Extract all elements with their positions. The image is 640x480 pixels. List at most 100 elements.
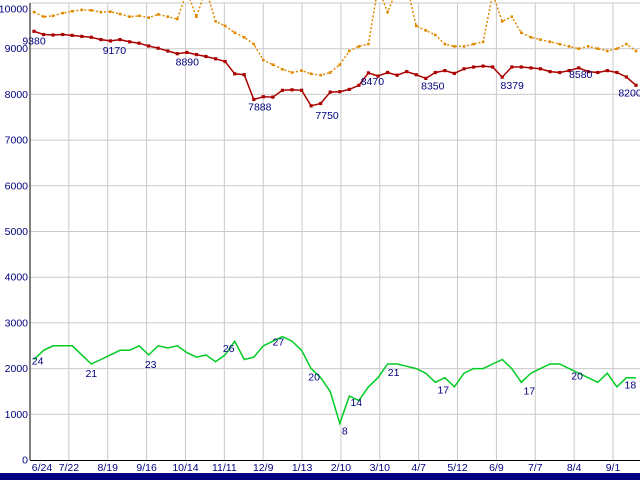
data-point-marker [309,72,313,76]
data-point-marker [223,59,227,64]
data-point-marker [539,38,542,41]
data-point-label: 21 [388,367,400,379]
data-point-marker [567,45,571,48]
data-point-marker [261,95,265,99]
data-point-marker [118,38,122,42]
data-point-marker [242,73,246,77]
data-point-marker [472,42,475,46]
data-point-marker [386,10,389,14]
data-point-marker [462,45,466,48]
data-point-label: 20 [571,371,583,383]
data-point-marker [51,33,55,37]
upper-dashed-line-path [33,0,637,76]
data-point-marker [414,73,418,77]
data-point-marker [424,29,428,32]
data-point-label: 24 [32,355,44,367]
y-axis-label: 6000 [5,180,29,192]
y-axis-label: 2000 [5,363,29,375]
data-point-marker [70,9,74,13]
data-point-marker [271,63,275,66]
data-point-marker [61,32,65,37]
x-axis-label: 6/9 [489,462,504,474]
data-point-label: 18 [625,380,637,392]
data-point-marker [281,68,284,71]
y-axis-label: 9000 [5,43,29,55]
data-point-marker [625,42,628,46]
y-axis-label: 3000 [5,317,29,329]
main-line-group [32,29,638,108]
data-point-marker [233,31,236,34]
data-point-marker [520,31,523,34]
x-axis-label: 4/7 [411,462,426,474]
data-point-marker [567,69,571,73]
data-point-marker [108,39,112,43]
data-point-marker [558,70,562,75]
data-point-marker [262,58,265,62]
data-point-marker [166,15,170,18]
data-point-marker [529,66,533,70]
data-point-marker [223,24,227,28]
data-point-marker [309,104,313,108]
x-axis-label: 8/19 [98,462,119,474]
data-point-marker [147,16,150,19]
data-point-label: 23 [145,359,157,371]
data-point-marker [290,88,294,92]
x-axis-label: 6/24 [32,462,53,474]
data-point-marker [195,15,198,18]
data-point-marker [252,97,256,102]
data-point-label: 9380 [22,35,46,47]
data-point-marker [347,87,351,91]
data-point-marker [99,10,103,14]
data-point-marker [615,70,619,75]
data-point-marker [491,65,495,69]
data-point-marker [453,45,456,48]
data-point-marker [137,41,141,45]
data-point-marker [481,64,485,68]
data-point-marker [338,63,342,66]
data-point-marker [606,49,609,53]
data-point-marker [434,33,437,37]
data-point-marker [624,75,628,79]
lower-line-path [33,335,636,426]
data-point-marker [424,76,428,80]
data-point-marker [634,83,638,87]
data-point-marker [51,14,55,18]
data-point-marker [328,90,332,94]
x-axis-label: 5/12 [447,462,468,474]
data-point-marker [156,46,160,50]
data-point-label: 9170 [103,45,127,57]
data-point-label: 17 [437,384,449,396]
data-point-marker [70,33,74,37]
data-point-marker [328,71,332,74]
data-point-marker [443,69,447,73]
data-point-marker [433,70,437,75]
data-point-marker [271,95,275,99]
x-axis-label: 12/9 [253,462,274,474]
data-point-label: 26 [223,343,235,355]
data-point-marker [194,53,198,57]
data-point-label: 14 [350,397,362,409]
data-point-marker [156,13,160,16]
data-point-marker [510,65,514,69]
data-point-marker [386,70,390,75]
x-axis-label: 1/13 [292,462,313,474]
data-point-label: 21 [85,368,97,380]
data-point-marker [452,71,456,75]
data-point-label: 27 [273,337,285,349]
bottom-bar [0,473,640,480]
data-point-marker [233,72,237,76]
data-point-label: 7750 [315,110,339,122]
data-point-label: 8379 [501,80,525,92]
y-axis-label: 8000 [5,89,29,101]
x-axis-labels: 6/24 7/22 8/19 9/16 10/14 11/11 12/9 1/13 2/10 3/… [32,462,621,474]
data-point-marker [357,83,361,87]
data-point-marker [175,52,179,56]
data-point-marker [367,42,370,46]
data-point-marker [338,90,342,94]
data-point-label: 8200 [618,87,640,99]
data-point-label: 7888 [248,102,272,114]
data-point-marker [32,10,36,14]
data-point-marker [32,29,36,33]
point-labels: 9380 9170 8890 7888 7750 8470 8350 8379 8580 8200… [22,35,640,437]
